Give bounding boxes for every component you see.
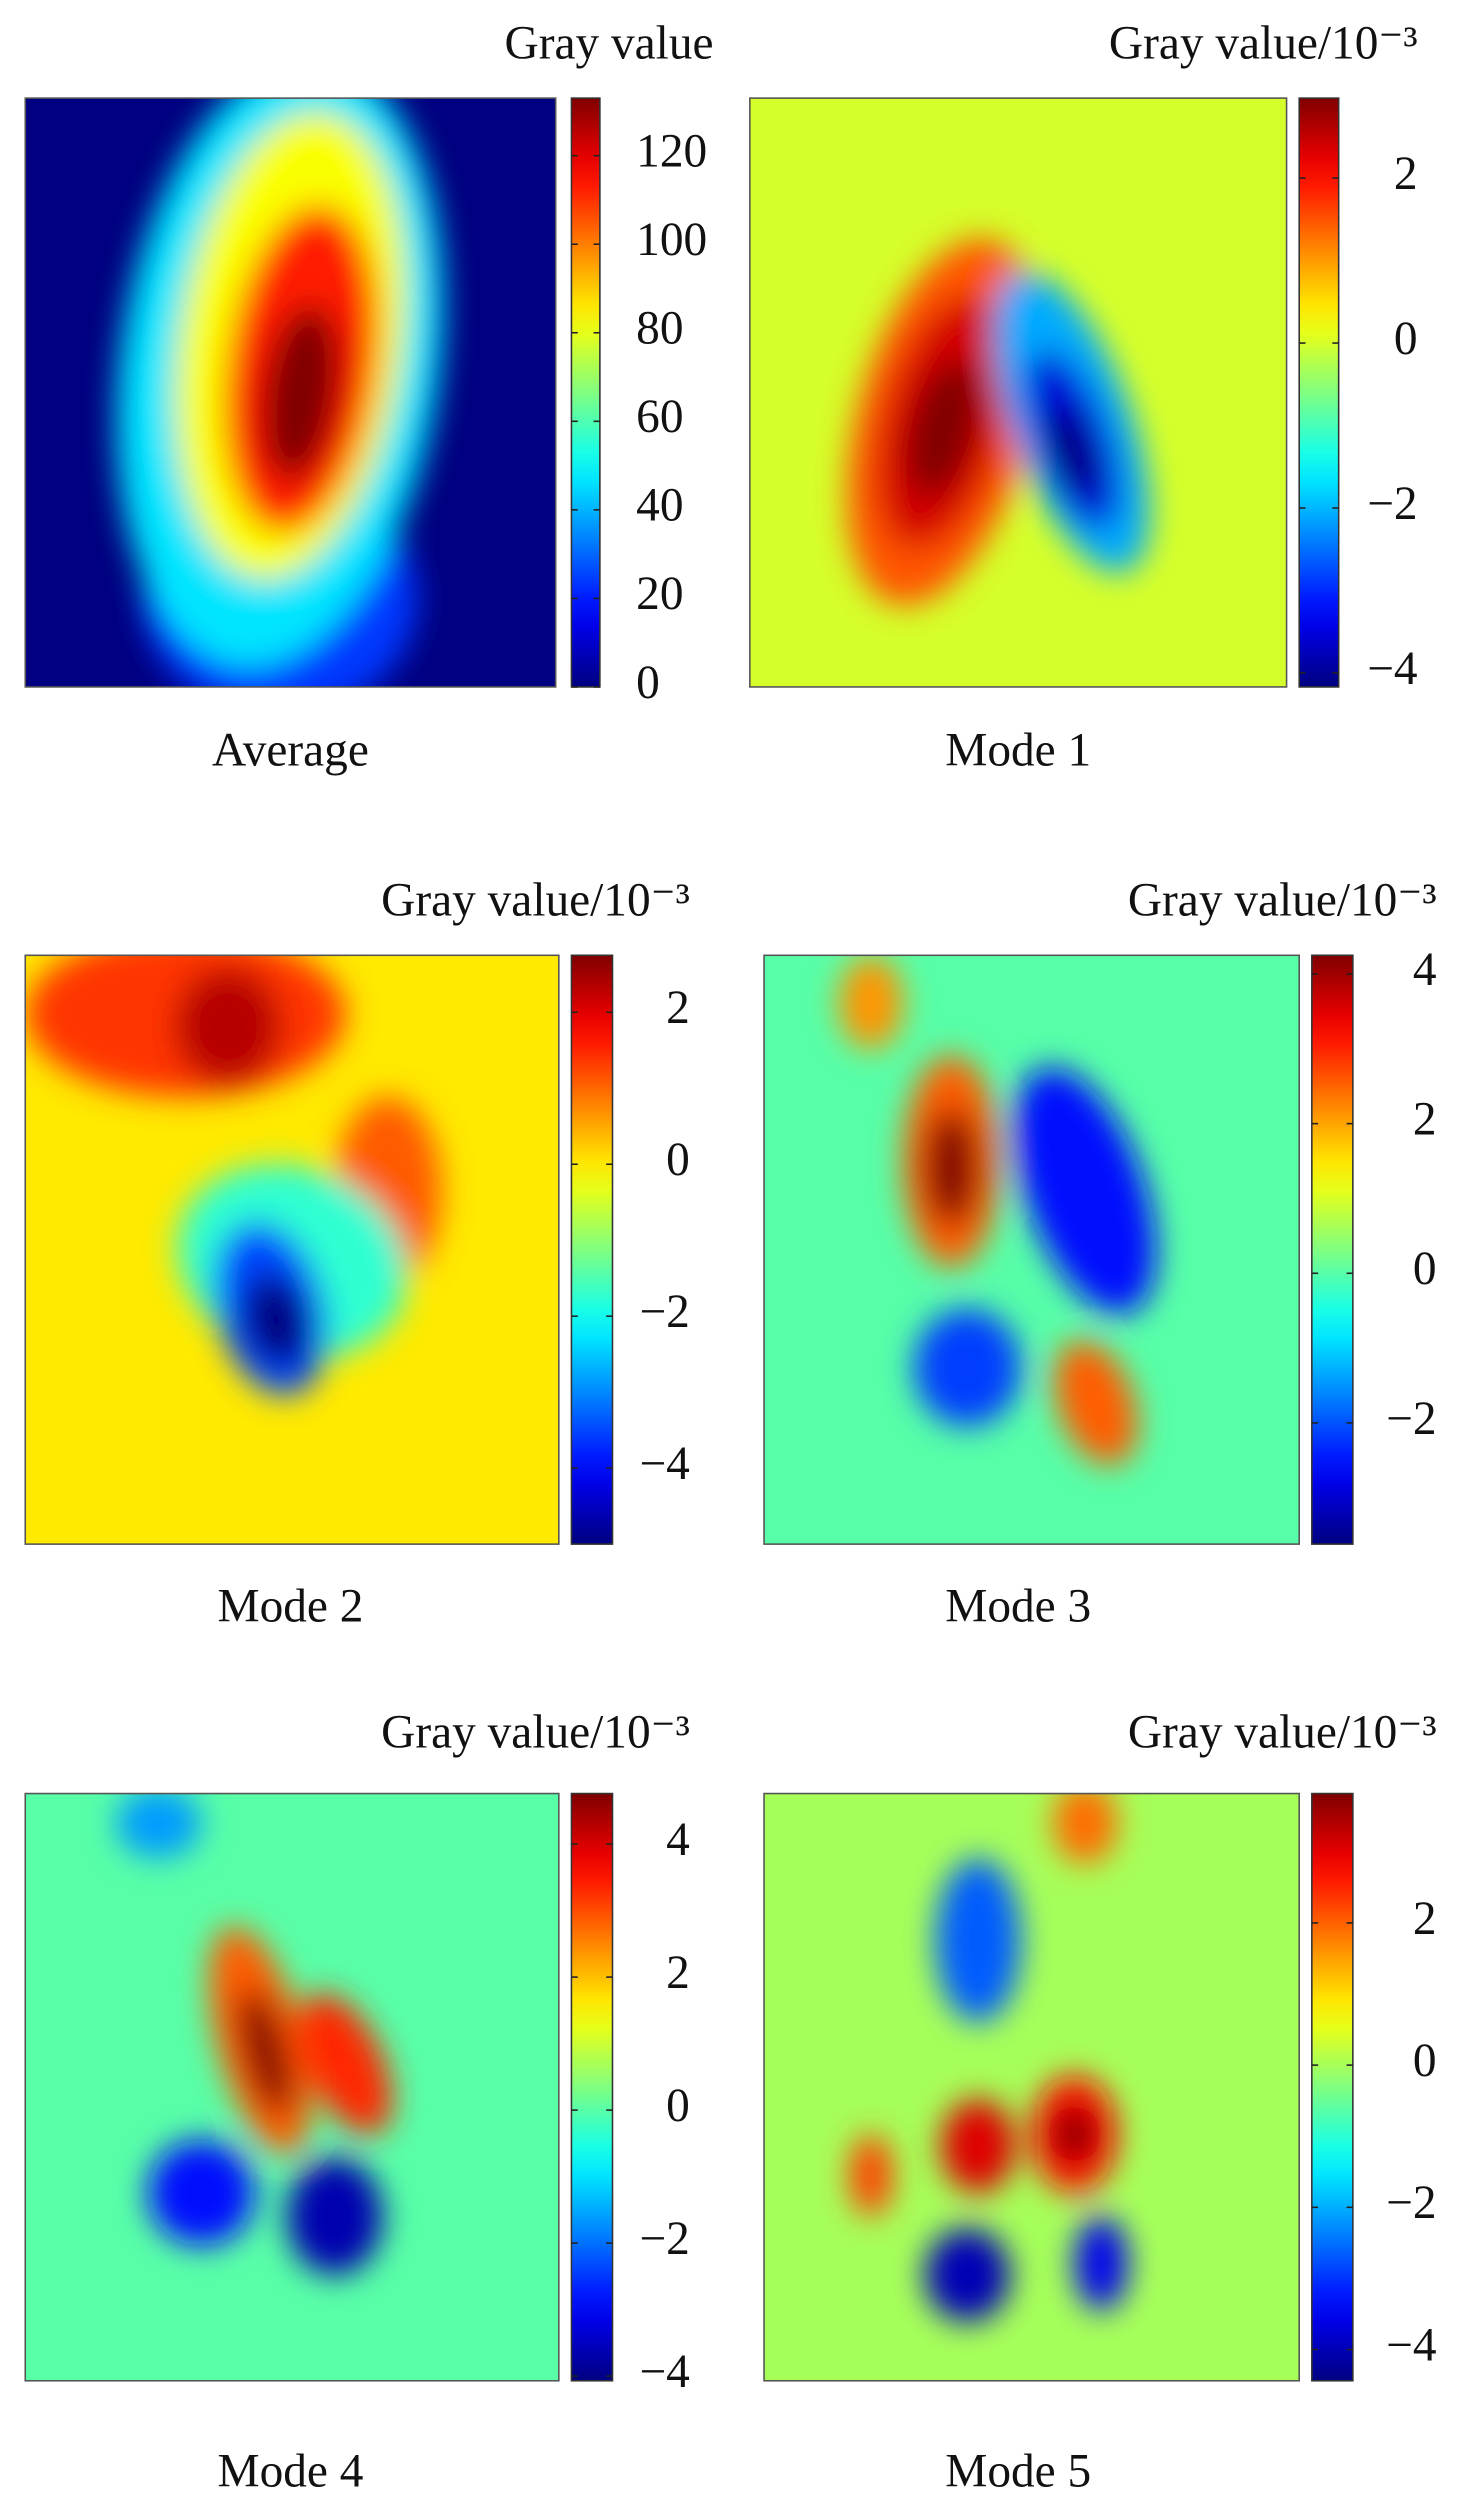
heatmap [749, 98, 1287, 687]
heatmap-field [116, 98, 444, 687]
heatmap-region [238, 1989, 292, 2115]
heatmap-region [262, 304, 340, 481]
colorbar-tick-label: −2 [1386, 2177, 1436, 2229]
colorbar-tick-label: 80 [636, 303, 683, 355]
colorbar-tick-label: 0 [636, 657, 660, 709]
colorbar-tick-label: 60 [636, 391, 683, 443]
panel: 0 20 40 60 80 100 120 Gray value Average [24, 17, 714, 777]
colorbar-tick-label: 0 [1413, 2035, 1437, 2087]
panel-caption: Mode 3 [945, 1580, 1091, 1632]
panel: −4 −2 0 2 Gray value/10⁻³ Mode 5 [763, 1707, 1437, 2497]
colorbar-tick-label: −4 [1386, 2319, 1436, 2371]
colorbar-label: Gray value/10⁻³ [381, 1707, 690, 1759]
heatmap-region [1074, 2216, 1128, 2311]
panel-caption: Mode 5 [945, 2445, 1091, 2497]
panel-caption: Mode 2 [217, 1580, 363, 1632]
heatmap-frame [24, 1792, 560, 2382]
panel-caption: Mode 4 [217, 2445, 363, 2497]
colorbar-tick-label: 0 [666, 1134, 690, 1186]
colorbar-tick-label: −2 [639, 1286, 689, 1338]
heatmap-field [846, 238, 1150, 606]
heatmap-region [1053, 2104, 1096, 2164]
heatmap-region [906, 359, 980, 497]
colorbar [1311, 954, 1354, 1545]
heatmap-region [913, 1308, 1021, 1427]
colorbar [570, 954, 614, 1545]
panel: −2 0 2 4 Gray value/10⁻³ Mode 3 [763, 875, 1437, 1632]
heatmap [25, 1793, 559, 2381]
heatmap [764, 955, 1300, 1545]
colorbar-tick-label: 0 [1394, 313, 1418, 365]
colorbar-tick-label: −2 [1386, 1393, 1436, 1445]
heatmap-field [838, 955, 1157, 1466]
heatmap-region [148, 2139, 255, 2246]
heatmap-field [849, 1793, 1128, 2323]
heatmap-frame [763, 954, 1300, 1545]
heatmap-region [1053, 1793, 1118, 1864]
heatmap-region [924, 2228, 1011, 2323]
panel-caption: Mode 1 [945, 725, 1091, 777]
colorbar-tick-label: 100 [636, 214, 707, 266]
colorbar-tick-label: −2 [1367, 478, 1417, 530]
colorbar [570, 97, 601, 688]
colorbar-tick-label: −4 [639, 2346, 689, 2398]
colorbar-tick-label: −4 [639, 1438, 689, 1490]
heatmap-region [115, 1793, 202, 1859]
colorbar-label: Gray value [505, 17, 714, 69]
colorbar-tick-label: 120 [636, 126, 707, 178]
heatmap-region [849, 2134, 893, 2217]
panel-caption: Average [212, 725, 369, 777]
heatmap-region [286, 2157, 383, 2276]
colorbar-tick-label: 20 [636, 568, 683, 620]
colorbar-tick-label: 0 [1413, 1243, 1437, 1295]
colorbar-tick-label: 2 [666, 1947, 690, 1999]
heatmap-region [1014, 1067, 1157, 1315]
heatmap-field [115, 1793, 393, 2276]
colorbar-tick-label: 4 [1413, 944, 1437, 996]
colorbar-tick-label: 2 [1413, 1094, 1437, 1146]
heatmap-frame [24, 954, 560, 1545]
heatmap-frame [763, 1792, 1300, 2382]
heatmap-background [764, 955, 1300, 1545]
heatmap-background [764, 1793, 1300, 2381]
heatmap-region [174, 967, 282, 1085]
heatmap [764, 1793, 1300, 2381]
heatmap-region [940, 2098, 1016, 2193]
colorbar-label: Gray value/10⁻³ [1128, 1707, 1437, 1759]
colorbar-label: Gray value/10⁻³ [381, 875, 690, 927]
heatmap-region [924, 1108, 979, 1227]
heatmap-region [298, 1992, 393, 2135]
colorbar-label: Gray value/10⁻³ [1109, 17, 1418, 69]
colorbar-tick-label: −4 [1367, 643, 1417, 695]
colorbar-label: Gray value/10⁻³ [1128, 875, 1437, 927]
panel: −4 −2 0 2 Gray value/10⁻³ Mode 2 [24, 875, 690, 1632]
heatmap-frame [749, 97, 1288, 688]
panel: −4 −2 0 2 4 Gray value/10⁻³ Mode 4 [24, 1707, 690, 2497]
heatmap-region [1046, 406, 1098, 497]
colorbar-tick-label: 40 [636, 480, 683, 532]
colorbar-tick-label: 2 [1413, 1893, 1437, 1945]
heatmap-region [242, 1274, 310, 1367]
heatmap-field [25, 955, 442, 1396]
panel: −4 −2 0 2 Gray value/10⁻³ Mode 1 [749, 17, 1418, 777]
heatmap-region [838, 955, 904, 1050]
colorbar [1298, 97, 1340, 688]
colorbar [1311, 1792, 1354, 2382]
colorbar-tick-label: 0 [666, 2080, 690, 2132]
colorbar-tick-label: 4 [666, 1814, 690, 1866]
heatmap-region [935, 1858, 1021, 2023]
colorbar [570, 1792, 614, 2382]
heatmap-frame [24, 97, 557, 688]
colorbar-tick-label: −2 [639, 2213, 689, 2265]
colorbar-tick-label: 2 [666, 982, 690, 1034]
heatmap [25, 98, 556, 687]
heatmap [25, 955, 559, 1545]
colorbar-tick-label: 2 [1394, 148, 1418, 200]
heatmap-region [1054, 1340, 1138, 1466]
